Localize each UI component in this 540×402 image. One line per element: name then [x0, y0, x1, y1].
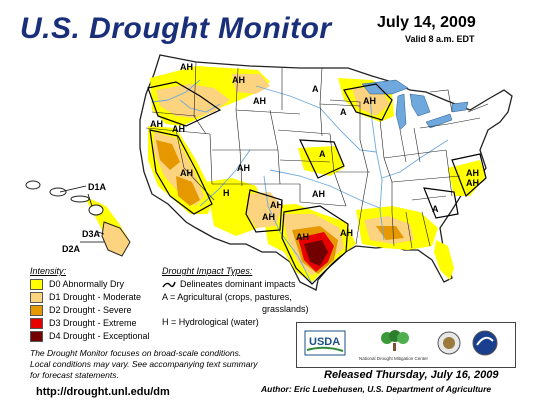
legend-item-d3: D3 Drought - Extreme — [30, 317, 137, 329]
impact-legend-title: Drought Impact Types: — [162, 266, 253, 276]
impact-hydrological: H = Hydrological (water) — [162, 317, 259, 327]
legend-swatch-d2 — [30, 304, 43, 316]
d2-southern-ca — [176, 176, 200, 206]
impact-label: H — [223, 188, 230, 198]
note-line: The Drought Monitor focuses on broad-sca… — [30, 348, 242, 358]
impact-label: AH — [466, 178, 479, 188]
d1-wisconsin — [352, 88, 390, 116]
impact-label: AH — [150, 119, 163, 129]
hawaii-labels: D1A D3A D2A — [62, 182, 107, 254]
river-snake — [179, 99, 221, 113]
logos-box: USDA National Drought Mitigation Center — [296, 322, 516, 368]
legend-swatch-d3 — [30, 317, 43, 329]
impact-label: AH — [253, 96, 266, 106]
hawaii-leader-lines — [59, 185, 105, 243]
hawaii-label: D2A — [62, 244, 81, 254]
lake-huron — [409, 93, 431, 117]
hawaii-islands — [25, 180, 131, 257]
hawaii-maui — [88, 204, 104, 216]
d0-plains — [298, 146, 344, 176]
source-url-link[interactable]: http://drought.unl.edu/dm — [36, 386, 170, 398]
impact-agricultural-cont: grasslands) — [262, 304, 309, 314]
great-lakes — [361, 79, 469, 131]
hawaii-label: D3A — [82, 229, 101, 239]
river-columbia — [151, 79, 201, 103]
hawaii-molokai — [70, 195, 90, 203]
lake-superior — [361, 79, 409, 95]
hawaii-label: D1A — [88, 182, 107, 192]
legend-swatch-d0 — [30, 278, 43, 290]
impact-label: A — [340, 107, 347, 117]
impact-labels: AH AH A AH AH A AH AH AH AH H A AH AH AH… — [150, 62, 479, 242]
d1-northwest — [156, 84, 230, 118]
lake-ontario — [451, 101, 469, 113]
impact-label: AH — [363, 96, 376, 106]
d4-regions — [304, 240, 328, 266]
map-date: July 14, 2009 — [377, 14, 476, 31]
note-line: Local conditions may vary. See accompany… — [30, 359, 258, 369]
impact-label: AH — [237, 163, 250, 173]
legend-item-d1: D1 Drought - Moderate — [30, 291, 141, 303]
legend-item-d4: D4 Drought - Exceptional — [30, 330, 150, 342]
state-borders — [145, 61, 489, 249]
river-rio-grande — [263, 175, 313, 285]
hawaii-kauai — [25, 180, 41, 190]
impact-label: AH — [180, 62, 193, 72]
impact-label: AH — [180, 168, 193, 178]
hawaii-oahu — [49, 187, 67, 197]
legend-label: D4 Drought - Exceptional — [49, 331, 150, 341]
river-mississippi — [369, 95, 385, 241]
legend-label: D1 Drought - Moderate — [49, 292, 142, 302]
d1-montana — [232, 74, 270, 94]
impact-label: A — [312, 84, 319, 94]
logos-art: USDA National Drought Mitigation Center — [304, 330, 498, 361]
author-credit: Author: Eric Luebehusen, U.S. Department… — [261, 384, 492, 394]
usda-logo-text: USDA — [309, 336, 340, 348]
hawaii-big-island — [101, 221, 131, 257]
disclaimer-note: The Drought Monitor focuses on broad-sca… — [30, 348, 320, 381]
impact-agricultural: A = Agricultural (crops, pastures, — [162, 292, 292, 302]
impact-line-desc: Delineates dominant impacts — [180, 279, 296, 289]
impact-line-icon — [162, 281, 176, 288]
impact-label: A — [432, 204, 439, 214]
d1-southwest — [246, 192, 282, 228]
impact-label: AH — [172, 124, 185, 134]
valid-time: Valid 8 a.m. EDT — [405, 34, 475, 44]
legend-swatch-d4 — [30, 330, 43, 342]
d4-south-texas — [304, 240, 328, 266]
impact-label: A — [319, 149, 326, 159]
legend-swatch-d1 — [30, 291, 43, 303]
lake-michigan — [395, 93, 407, 131]
release-date: Released Thursday, July 16, 2009 — [324, 369, 499, 381]
river-ohio — [381, 139, 449, 179]
intensity-legend-title: Intensity: — [30, 266, 67, 276]
river-arkansas — [269, 169, 381, 209]
legend-label: D3 Drought - Extreme — [49, 318, 137, 328]
legend-label: D2 Drought - Severe — [49, 305, 132, 315]
d2-northern-ca — [156, 140, 180, 170]
impact-label: AH — [296, 232, 309, 242]
lake-erie — [425, 113, 453, 129]
impact-label: AH — [262, 212, 275, 222]
d0-florida — [434, 240, 454, 280]
legend-item-d2: D2 Drought - Severe — [30, 304, 132, 316]
impact-boundaries — [147, 81, 487, 285]
impact-label: AH — [270, 200, 283, 210]
impact-label: AH — [466, 168, 479, 178]
impact-label: AH — [340, 228, 353, 238]
legend-label: D0 Abnormally Dry — [49, 279, 125, 289]
impact-label: AH — [232, 75, 245, 85]
map-title: U.S. Drought Monitor — [20, 12, 332, 45]
impact-label: AH — [312, 189, 325, 199]
ndmc-logo-text: National Drought Mitigation Center — [359, 356, 429, 361]
legend-item-d0: D0 Abnormally Dry — [30, 278, 124, 290]
note-line: for forecast statements. — [30, 370, 119, 380]
